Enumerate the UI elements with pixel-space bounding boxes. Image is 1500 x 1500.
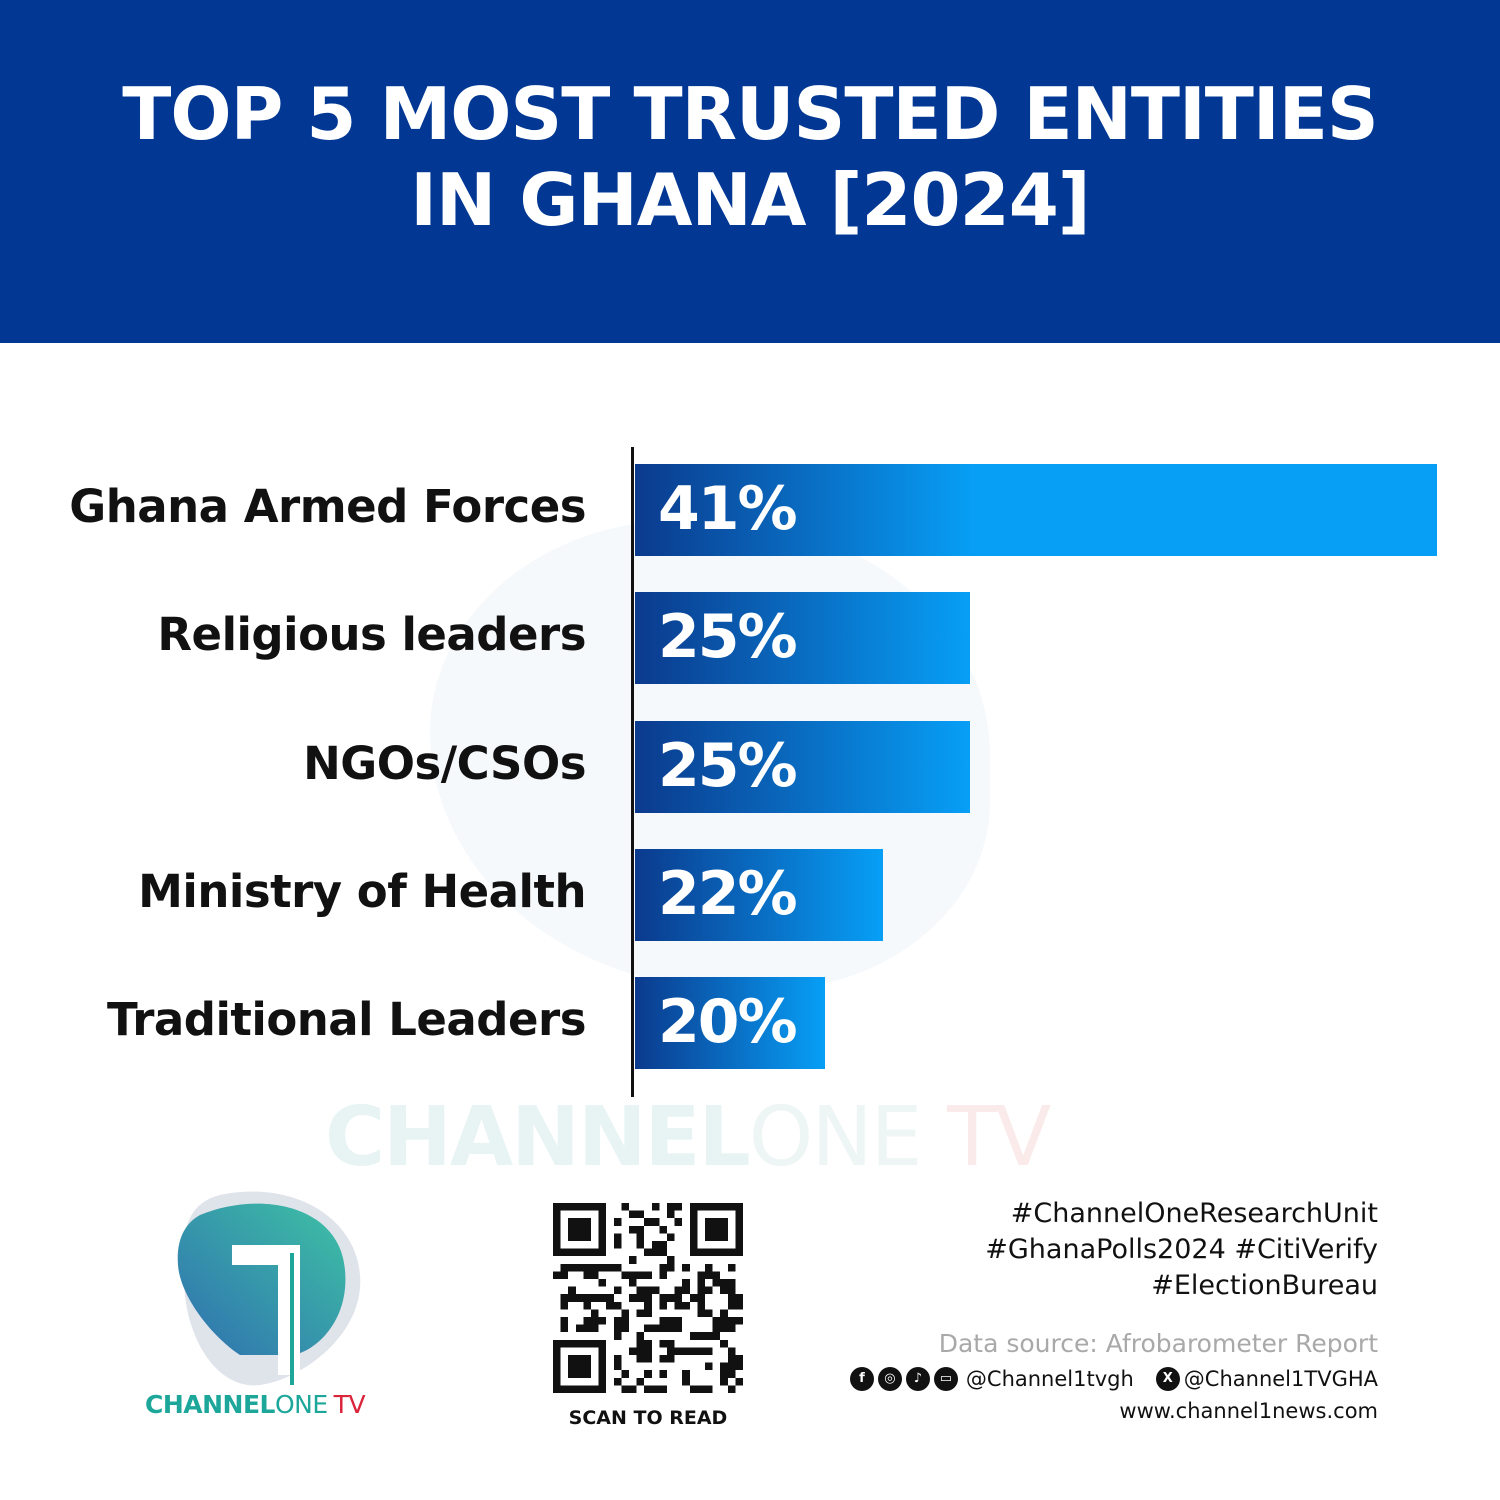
bar bbox=[635, 592, 971, 685]
social-handle[interactable]: @Channel1tvgh bbox=[965, 1367, 1134, 1391]
website-link[interactable]: www.channel1news.com bbox=[1119, 1399, 1378, 1423]
wordmark-tv: TV bbox=[333, 1390, 366, 1419]
bar bbox=[635, 464, 1437, 556]
hashtag-line: #ElectionBureau bbox=[1151, 1270, 1378, 1301]
chart-title-line-2: IN GHANA [2024] bbox=[410, 157, 1090, 242]
qr-code[interactable] bbox=[553, 1203, 743, 1393]
data-label: 41% bbox=[658, 474, 798, 544]
data-label: 20% bbox=[658, 987, 798, 1058]
youtube-icon[interactable]: ▭ bbox=[933, 1367, 958, 1391]
category-label: Religious leaders bbox=[157, 608, 586, 662]
hashtag-line: #ChannelOneResearchUnit bbox=[1010, 1198, 1378, 1229]
hashtag-line: #GhanaPolls2024 #CitiVerify bbox=[985, 1234, 1378, 1265]
bar bbox=[635, 720, 971, 813]
wordmark-channel: CHANNEL bbox=[145, 1390, 275, 1419]
x-handle[interactable]: @Channel1TVGHA bbox=[1183, 1367, 1378, 1391]
chart-title-line-1: TOP 5 MOST TRUSTED ENTITIES bbox=[122, 71, 1378, 156]
bar bbox=[635, 977, 825, 1070]
data-label: 22% bbox=[658, 858, 798, 929]
channel-one-wordmark: CHANNELONE TV bbox=[145, 1390, 366, 1419]
category-label: NGOs/CSOs bbox=[303, 736, 586, 790]
watermark-part-3: TV bbox=[947, 1090, 1051, 1185]
category-label: Ministry of Health bbox=[138, 864, 586, 918]
data-label: 25% bbox=[658, 730, 798, 801]
category-label: Ghana Armed Forces bbox=[69, 480, 586, 533]
footer-info: #ChannelOneResearchUnit #GhanaPolls2024 … bbox=[849, 1196, 1378, 1426]
x-icon[interactable]: X bbox=[1155, 1367, 1180, 1391]
header-banner: TOP 5 MOST TRUSTED ENTITIES IN GHANA [20… bbox=[0, 0, 1500, 343]
y-axis-line bbox=[631, 447, 634, 1097]
wordmark-one: ONE bbox=[274, 1390, 328, 1419]
watermark-part-2: ONE bbox=[748, 1090, 923, 1185]
category-label: Traditional Leaders bbox=[106, 993, 587, 1047]
social-handles: f ◎ ♪ ▭ @Channel1tvgh X @Channel1TVGHA bbox=[849, 1362, 1378, 1396]
tiktok-icon[interactable]: ♪ bbox=[905, 1367, 930, 1391]
facebook-icon[interactable]: f bbox=[849, 1367, 874, 1391]
data-label: 25% bbox=[658, 602, 798, 673]
instagram-icon[interactable]: ◎ bbox=[877, 1367, 902, 1391]
bar bbox=[635, 848, 883, 941]
watermark-part-1: CHANNEL bbox=[325, 1090, 751, 1185]
watermark: CHANNELONE TV bbox=[325, 1090, 1051, 1185]
scan-caption: SCAN TO READ bbox=[568, 1407, 728, 1429]
channel-one-logo bbox=[177, 1191, 361, 1386]
data-source: Data source: Afrobarometer Report bbox=[938, 1329, 1378, 1358]
